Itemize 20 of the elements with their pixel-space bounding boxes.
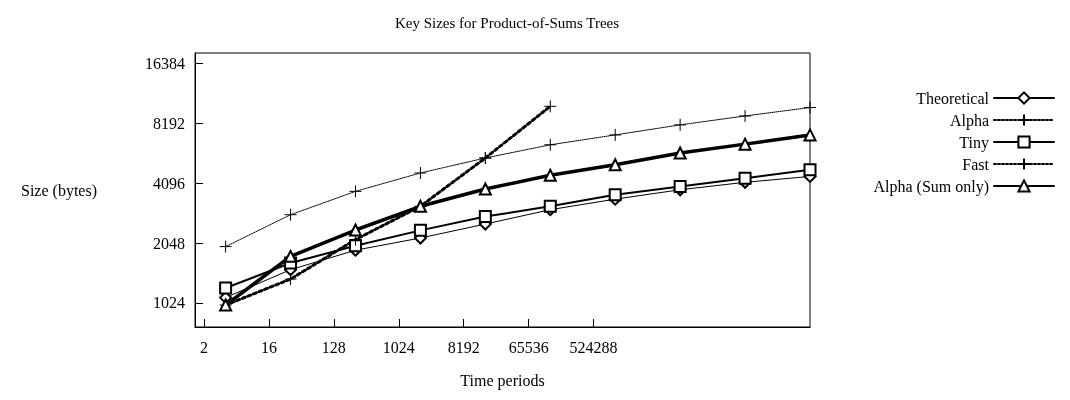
x-tick-label: 2 (199, 338, 208, 356)
legend-label: Alpha (Sum only) (873, 177, 989, 196)
legend-label: Theoretical (916, 89, 990, 107)
legend-label: Tiny (959, 133, 989, 152)
y-tick-label: 8192 (153, 114, 185, 132)
x-tick-label: 8192 (447, 338, 480, 356)
x-tick-label: 1024 (382, 338, 415, 356)
y-tick-label: 2048 (153, 234, 185, 252)
y-tick-label: 16384 (145, 54, 185, 72)
x-tick-label: 65536 (508, 338, 549, 356)
x-axis-title: Time periods (460, 371, 545, 390)
x-tick-label: 16 (260, 338, 277, 356)
x-tick-label: 524288 (569, 338, 618, 356)
x-tick-label: 128 (321, 338, 346, 356)
y-axis-title: Size (bytes) (21, 181, 97, 200)
legend-label: Alpha (949, 111, 989, 130)
y-tick-label: 4096 (153, 174, 185, 192)
legend-label: Fast (962, 155, 990, 173)
chart-title: Key Sizes for Product-of-Sums Trees (394, 14, 620, 31)
y-tick-label: 1024 (153, 294, 185, 312)
